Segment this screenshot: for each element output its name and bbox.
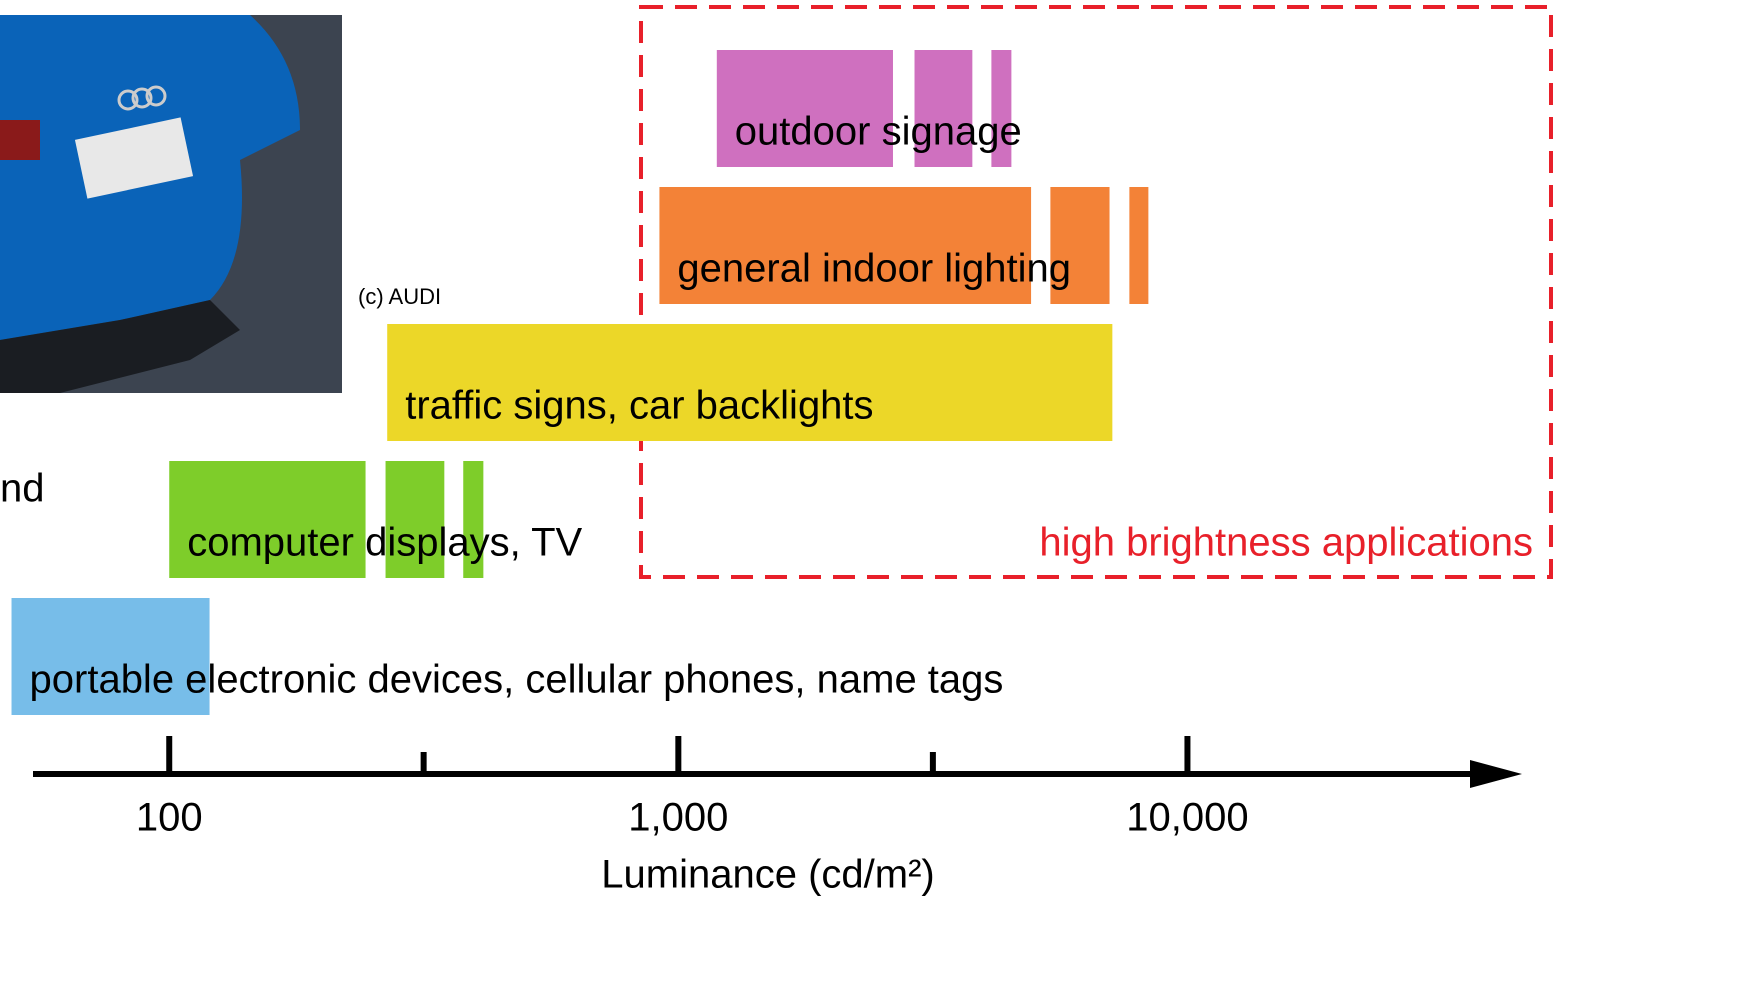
range-bar <box>169 461 366 578</box>
range-bar <box>659 187 1032 304</box>
range-bar <box>1050 187 1110 304</box>
series-label: computer displays, TV <box>187 521 582 565</box>
range-bar <box>11 598 210 715</box>
photo <box>0 15 342 393</box>
range-bar <box>991 50 1012 167</box>
side-text: nd <box>0 467 45 511</box>
series-label: outdoor signage <box>735 110 1022 154</box>
range-bar <box>385 461 445 578</box>
range-bar <box>463 461 484 578</box>
x-tick-label: 100 <box>136 796 203 840</box>
range-bar <box>387 324 1113 441</box>
highlight-box <box>639 5 1553 579</box>
range-bar <box>1129 187 1149 304</box>
x-axis-title: Luminance (cd/m²) <box>601 853 934 897</box>
photo-credit: (c) AUDI <box>358 284 441 309</box>
highlight-label: high brightness applications <box>1039 521 1533 565</box>
series-label: general indoor lighting <box>677 247 1071 291</box>
range-bar <box>914 50 973 167</box>
series-label: traffic signs, car backlights <box>405 384 873 428</box>
x-tick-label: 10,000 <box>1126 796 1248 840</box>
range-bar <box>716 50 893 167</box>
x-tick-label: 1,000 <box>628 796 728 840</box>
axis-arrow <box>1470 760 1522 788</box>
series-label: portable electronic devices, cellular ph… <box>30 658 1004 702</box>
